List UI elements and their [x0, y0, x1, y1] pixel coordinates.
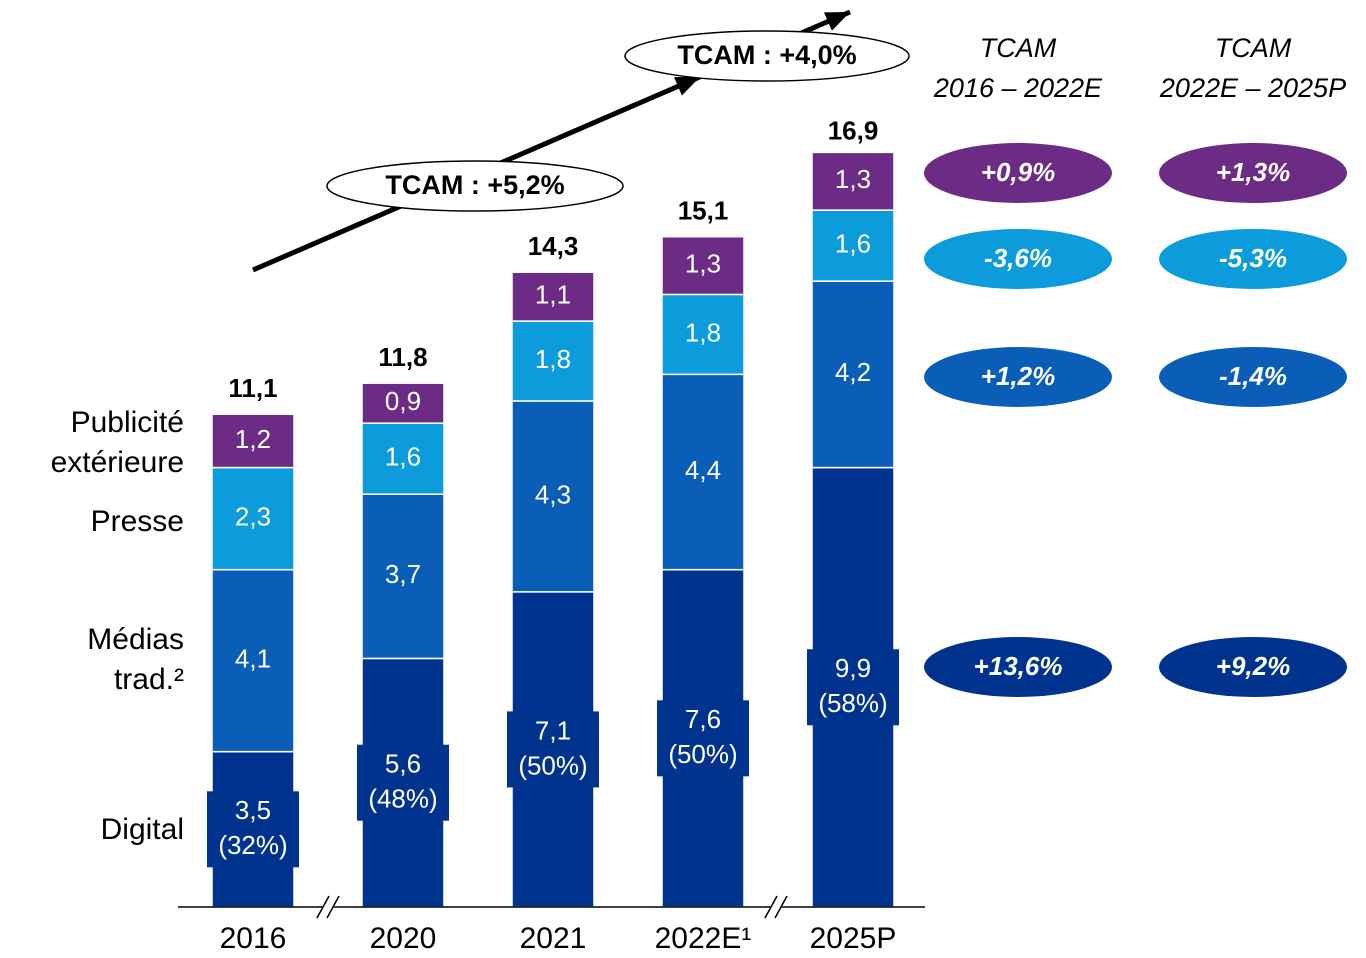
cagr-oval: [924, 229, 1112, 289]
cagr-oval: [924, 637, 1112, 697]
axis-break: [764, 895, 778, 919]
total-label: 14,3: [528, 231, 579, 261]
cagr-label: +0,9%: [981, 157, 1055, 187]
bar-segment: [661, 235, 745, 296]
label-box: [807, 649, 899, 726]
bar-segment: [511, 400, 595, 593]
value-label: 7,1: [535, 715, 571, 745]
value-label: 7,6: [685, 704, 721, 734]
cagr-oval: [1159, 637, 1347, 697]
cagr-header-period: 2016 – 2022E: [933, 73, 1103, 103]
cagr-label: +13,6%: [974, 651, 1063, 681]
annotation-oval: [326, 160, 624, 212]
annotation-oval: [624, 30, 910, 82]
total-label: 16,9: [828, 116, 879, 146]
value-label: 1,3: [685, 248, 721, 278]
cagr-oval: [924, 143, 1112, 203]
bar-segment: [811, 151, 895, 211]
value-label: 1,6: [385, 442, 421, 472]
cagr-header-period: 2022E – 2025P: [1159, 73, 1346, 103]
value-label: 1,1: [535, 280, 571, 310]
x-tick-label: 2020: [370, 922, 437, 955]
arrow-head: [824, 12, 850, 31]
cagr-label: -1,4%: [1219, 361, 1287, 391]
total-label: 15,1: [678, 196, 729, 226]
value-label: 3,7: [385, 559, 421, 589]
bar-segment: [211, 413, 295, 469]
value-label: 0,9: [385, 386, 421, 416]
x-tick-label: 2025P: [810, 922, 897, 955]
annotation: TCAM : +4,0%: [677, 40, 856, 70]
bar-segment: [361, 493, 445, 660]
label-box: [207, 791, 299, 868]
axis-break-gap: [771, 900, 781, 914]
x-tick-label: 2016: [220, 922, 287, 955]
legend-label: Publicité extérieure: [50, 406, 184, 479]
arrow-head: [674, 76, 700, 96]
total-label: 11,1: [228, 373, 277, 403]
bar-segment: [361, 422, 445, 495]
bar-segment: [511, 271, 595, 322]
value-label: 1,6: [835, 228, 871, 258]
bar-segment: [211, 466, 295, 571]
axis-break: [316, 895, 330, 919]
bar-segment: [361, 382, 445, 424]
legend-label: Presse: [90, 505, 184, 538]
cagr-oval: [1159, 229, 1347, 289]
value-label: 5,6: [385, 749, 421, 779]
bar-segment: [661, 293, 745, 376]
x-tick-label: 2022E¹: [655, 922, 752, 955]
value-label: 4,2: [835, 357, 871, 387]
share-label: (50%): [518, 750, 587, 780]
cagr-label: +1,2%: [981, 361, 1055, 391]
value-label: 3,5: [235, 795, 271, 825]
cagr-oval: [1159, 347, 1347, 407]
axis-break-gap: [323, 900, 333, 914]
legend-label: Médias trad.²: [87, 623, 184, 696]
value-label: 2,3: [235, 501, 271, 531]
value-label: 4,4: [685, 455, 721, 485]
bar-segment: [661, 373, 745, 571]
label-box: [657, 700, 749, 777]
value-label: 1,3: [835, 164, 871, 194]
value-label: 4,1: [235, 644, 271, 674]
value-label: 1,8: [685, 317, 721, 347]
share-label: (48%): [368, 784, 437, 814]
total-label: 11,8: [378, 342, 427, 372]
cagr-label: -3,6%: [984, 243, 1052, 273]
label-box: [507, 711, 599, 788]
value-label: 4,3: [535, 479, 571, 509]
legend-label: Digital: [100, 813, 184, 846]
share-label: (58%): [818, 688, 887, 718]
value-label: 1,8: [535, 344, 571, 374]
annotation: TCAM : +5,2%: [385, 170, 564, 200]
value-label: 1,2: [235, 424, 271, 454]
cagr-header-title: TCAM: [980, 33, 1057, 63]
axis-break: [326, 895, 340, 919]
axis-break: [774, 895, 788, 919]
share-label: (32%): [218, 830, 287, 860]
label-box: [357, 744, 449, 821]
cagr-label: -5,3%: [1219, 243, 1287, 273]
cagr-label: +1,3%: [1216, 157, 1290, 187]
cagr-label: +9,2%: [1216, 651, 1290, 681]
x-tick-label: 2021: [520, 922, 587, 955]
bar-segment: [811, 209, 895, 282]
cagr-header-title: TCAM: [1215, 33, 1292, 63]
cagr-oval: [924, 347, 1112, 407]
cagr-oval: [1159, 143, 1347, 203]
bar-segment: [811, 280, 895, 469]
share-label: (50%): [668, 739, 737, 769]
value-label: 9,9: [835, 653, 871, 683]
